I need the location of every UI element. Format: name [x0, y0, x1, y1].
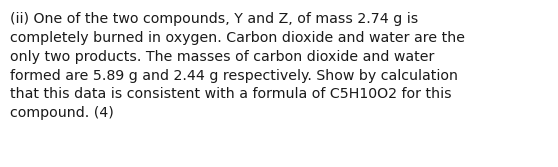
Text: (ii) One of the two compounds, Y and Z, of mass 2.74 g is
completely burned in o: (ii) One of the two compounds, Y and Z, …	[10, 12, 465, 120]
